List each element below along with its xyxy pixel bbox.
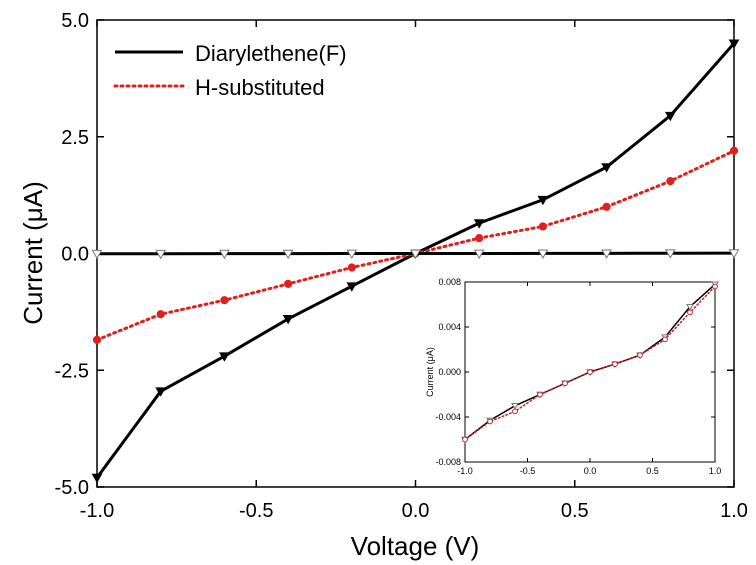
main-series-2-point <box>473 249 485 259</box>
main-series-0-point <box>664 111 676 122</box>
inset-y-axis-title: Current (μA) <box>425 347 435 397</box>
inset-y-tick-label: -0.004 <box>435 412 461 422</box>
inset-series-1-point <box>687 309 693 316</box>
main-series-0-point <box>346 282 358 292</box>
main-series-2-point <box>282 249 294 260</box>
inset-series-1-point <box>512 408 518 415</box>
main-series-2-point <box>410 249 421 260</box>
main-series-0-point <box>91 473 103 484</box>
legend: Diarylethene(F) H-substituted <box>113 41 347 100</box>
main-series-1-point <box>92 335 102 344</box>
inset-series-1-point <box>662 336 668 343</box>
main-series-0-point <box>155 387 167 397</box>
inset-y-tick-label: 0.004 <box>438 322 461 332</box>
main-series-1-point <box>602 202 611 211</box>
inset-axis-ticks: -1.0 -0.5 0.0 0.5 1.0 -0.008 -0.004 0.000 0.004 0… <box>435 277 721 476</box>
main-y-tick-label: 5.0 <box>61 10 89 32</box>
inset-series-1-point <box>562 380 568 387</box>
main-axis-ticks: -1.0 -0.5 0.0 0.5 1.0 -5.0 -2.5 0.0 2.5 5.0 <box>55 10 748 522</box>
main-series-0-point <box>537 195 549 206</box>
main-series-1-point <box>347 263 356 272</box>
main-series-0-point <box>601 163 612 173</box>
inset-series-1-point <box>712 283 718 290</box>
inset-series-1-line <box>464 285 716 441</box>
main-series-2-point <box>601 249 612 259</box>
inset-x-tick-label: 1.0 <box>709 466 722 476</box>
main-series-1-point <box>475 233 484 243</box>
main-series-2-point <box>537 249 549 259</box>
inset-series-group <box>461 281 719 444</box>
main-series-2-point <box>91 249 103 260</box>
legend-label-h-substituted: H-substituted <box>195 75 325 100</box>
main-x-tick-label: -0.5 <box>239 500 273 522</box>
main-series-1-point <box>220 296 229 305</box>
main-series-1-point <box>156 310 165 319</box>
inset-series-1-point <box>587 369 593 375</box>
inset-x-tick-label: 0.5 <box>646 466 659 476</box>
main-x-tick-label: -1.0 <box>80 500 114 522</box>
inset-x-tick-label: -1.0 <box>457 466 473 476</box>
inset-series-0-point <box>686 304 694 311</box>
main-series-2-point <box>728 249 740 259</box>
inset-y-tick-label: -0.008 <box>435 457 461 467</box>
inset-y-tick-label: 0.008 <box>438 277 461 287</box>
main-series-1-point <box>538 222 548 231</box>
main-series-0-point <box>282 315 294 325</box>
main-y-tick-label: 2.5 <box>61 127 89 149</box>
inset-x-tick-label: -0.5 <box>520 466 536 476</box>
main-x-tick-label: 0.0 <box>402 500 430 522</box>
inset-series-0-point <box>511 403 519 410</box>
main-y-tick-label: -5.0 <box>55 477 89 499</box>
inset-series-1-point <box>487 418 493 425</box>
y-axis-title: Current (μA) <box>18 181 48 325</box>
legend-label-diarylethene: Diarylethene(F) <box>195 41 347 66</box>
main-series-2-point <box>155 249 167 260</box>
main-series-2-point <box>346 249 358 260</box>
main-series-0-point <box>728 39 740 49</box>
inset-series-1-point <box>537 391 543 398</box>
main-x-tick-label: 1.0 <box>720 500 748 522</box>
main-series-2-point <box>664 249 676 259</box>
main-y-tick-label: -2.5 <box>55 360 89 382</box>
inset-x-tick-label: 0.0 <box>584 466 597 476</box>
inset-series-1-point <box>462 436 468 443</box>
main-series-1-point <box>284 279 293 288</box>
inset-series-1-point <box>637 352 643 359</box>
main-series-0-point <box>473 219 485 229</box>
main-series-0-point <box>219 352 230 362</box>
main-x-tick-label: 0.5 <box>561 500 589 522</box>
x-axis-title: Voltage (V) <box>351 531 480 561</box>
main-series-1-point <box>729 146 739 155</box>
inset-y-tick-label: 0.000 <box>438 367 461 377</box>
main-series-2-point <box>219 249 230 260</box>
main-series-group <box>91 39 740 484</box>
main-series-1-point <box>666 177 675 186</box>
main-y-tick-label: 0.0 <box>61 244 89 266</box>
inset-series-1-point <box>612 361 618 368</box>
